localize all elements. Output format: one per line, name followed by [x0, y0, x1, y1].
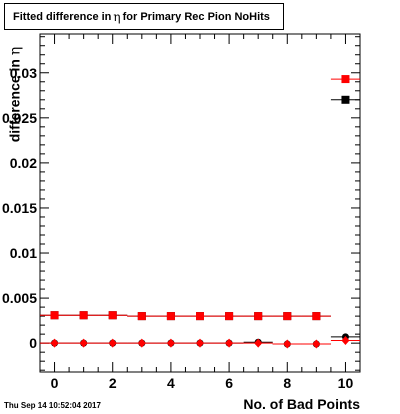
red-diamond-marker	[254, 338, 263, 348]
chart-title-suffix: for Primary Rec Pion NoHits	[122, 10, 270, 23]
red-square-marker	[225, 312, 234, 321]
y-tick-label: 0	[29, 335, 37, 351]
y-tick-label: 0.005	[2, 290, 37, 306]
red-diamond-marker	[341, 335, 350, 345]
y-axis-label: difference in η	[7, 35, 24, 155]
x-axis-label: No. of Bad Points	[243, 396, 360, 412]
red-square-marker	[79, 311, 88, 320]
x-tick-label: 6	[225, 375, 233, 391]
red-square-marker	[283, 312, 292, 321]
x-tick-label: 10	[338, 375, 354, 391]
red-square-marker	[341, 75, 350, 84]
x-tick-label: 4	[167, 375, 175, 391]
red-diamond-marker	[283, 339, 292, 349]
x-tick-label: 0	[51, 375, 59, 391]
data-points	[40, 75, 360, 349]
red-square-marker	[196, 312, 204, 321]
axes: 0 0.005 0.01 0.015 0.02 0.025 0.03 0 2 4 6 8 10	[2, 34, 361, 391]
red-diamond-marker	[50, 338, 59, 348]
y-tick-label: 0.03	[10, 65, 37, 81]
red-diamond-marker	[312, 339, 321, 349]
red-diamond-marker	[225, 338, 234, 348]
plot-frame	[39, 33, 361, 373]
x-tick-label: 8	[283, 375, 291, 391]
red-diamond-marker	[196, 338, 204, 348]
eta-symbol: η	[113, 9, 121, 24]
red-diamond-marker	[79, 338, 88, 348]
chart-title: Fitted difference in η for Primary Rec P…	[4, 3, 284, 30]
y-axis-eta-symbol: η	[7, 46, 24, 56]
y-tick-label: 0.025	[2, 110, 37, 126]
red-square-marker	[312, 312, 321, 321]
red-square-marker	[50, 311, 59, 320]
red-square-marker	[166, 312, 175, 321]
red-diamond-marker	[166, 338, 175, 348]
red-square-marker	[137, 312, 146, 321]
date-stamp: Thu Sep 14 10:52:04 2017	[4, 401, 101, 410]
chart-title-prefix: Fitted difference in	[13, 10, 112, 23]
y-tick-label: 0.01	[10, 245, 37, 261]
y-axis-label-text: difference in	[6, 59, 23, 143]
red-square-marker	[254, 312, 263, 321]
red-square-marker	[108, 311, 117, 320]
y-tick-label: 0.02	[10, 155, 37, 171]
x-tick-label: 2	[109, 375, 117, 391]
y-tick-label: 0.015	[2, 200, 37, 216]
red-diamond-marker	[108, 338, 117, 348]
black-square-marker	[341, 95, 350, 104]
red-diamond-marker	[137, 338, 146, 348]
